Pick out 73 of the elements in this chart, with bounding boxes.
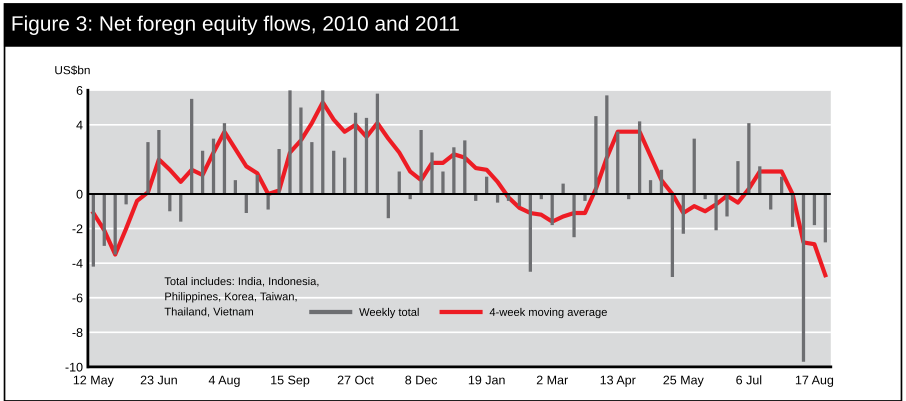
annotation: Total includes: India, Indonesia, Philippines, Korea, Taiwan, Thailand, Vietnam: [164, 276, 318, 317]
x-tick-label: 19 Jan: [468, 376, 505, 384]
bar: [824, 194, 827, 242]
bar: [550, 194, 554, 226]
bar: [102, 194, 106, 246]
bar: [376, 94, 380, 194]
bar: [463, 140, 466, 194]
bar: [638, 121, 642, 194]
y-tick-label: -4: [72, 259, 83, 268]
x-tick-label: 4 Aug: [208, 376, 240, 387]
bar: [485, 176, 488, 194]
y-tick-label: -2: [72, 224, 82, 234]
bar: [124, 194, 128, 204]
bar: [114, 194, 117, 255]
chart-title: Figure 3: Net foregn equity flows, 2010 and 2011: [12, 16, 459, 35]
y-tick-label: 6: [76, 86, 82, 95]
bar: [616, 132, 620, 194]
y-tick-label: -10: [66, 362, 83, 372]
bar: [299, 108, 303, 194]
x-tick-label: 25 May: [663, 376, 704, 387]
bar: [179, 194, 182, 222]
legend-label: 4-week moving average: [490, 308, 607, 318]
bar: [321, 90, 324, 194]
x-tick-label: 8 Dec: [405, 376, 438, 384]
bar: [419, 130, 423, 194]
bar: [780, 176, 784, 194]
bar: [594, 116, 598, 194]
bar: [146, 142, 150, 194]
bar: [92, 194, 95, 267]
bar: [256, 174, 259, 194]
x-tick-label: 15 Sep: [271, 376, 310, 387]
bar: [802, 194, 806, 362]
bar: [605, 95, 608, 194]
bar: [332, 150, 336, 194]
y-axis-title: US$bn: [55, 65, 90, 76]
bar: [168, 194, 172, 212]
y-tick-label: -6: [72, 294, 82, 302]
y-tick-label: 4: [76, 120, 83, 130]
bar: [452, 147, 456, 194]
bar: [310, 142, 314, 194]
x-tick-label: 27 Oct: [338, 376, 374, 384]
bar: [386, 194, 390, 218]
bar: [157, 130, 161, 194]
bar: [561, 184, 565, 194]
bar: [342, 158, 346, 194]
bar: [222, 123, 226, 194]
bar: [682, 194, 685, 234]
bar: [758, 166, 762, 194]
x-tick-label: 13 Apr: [600, 376, 636, 387]
bar: [288, 90, 292, 194]
bar: [398, 172, 401, 194]
bar: [212, 138, 216, 194]
bar: [747, 123, 750, 194]
bar: [190, 98, 194, 194]
bar: [266, 194, 270, 210]
x-tick-label: 17 Aug: [796, 376, 834, 387]
y-tick-label: -8: [72, 328, 82, 337]
y-tick-label: 0: [76, 190, 83, 199]
bar: [234, 180, 238, 194]
bar: [277, 149, 281, 194]
bar: [364, 118, 368, 194]
bar: [769, 194, 772, 210]
x-tick-label: 2 Mar: [536, 376, 568, 384]
bar: [670, 194, 674, 277]
bar: [692, 138, 696, 194]
bar: [474, 194, 478, 201]
bar: [244, 194, 248, 214]
x-tick-label: 12 May: [74, 376, 114, 387]
x-tick-label: 23 Jun: [140, 376, 177, 384]
bar: [528, 194, 532, 272]
bar: [354, 112, 358, 194]
legend-label: Weekly total: [359, 308, 419, 318]
x-tick-label: 6 Jul: [736, 375, 762, 384]
